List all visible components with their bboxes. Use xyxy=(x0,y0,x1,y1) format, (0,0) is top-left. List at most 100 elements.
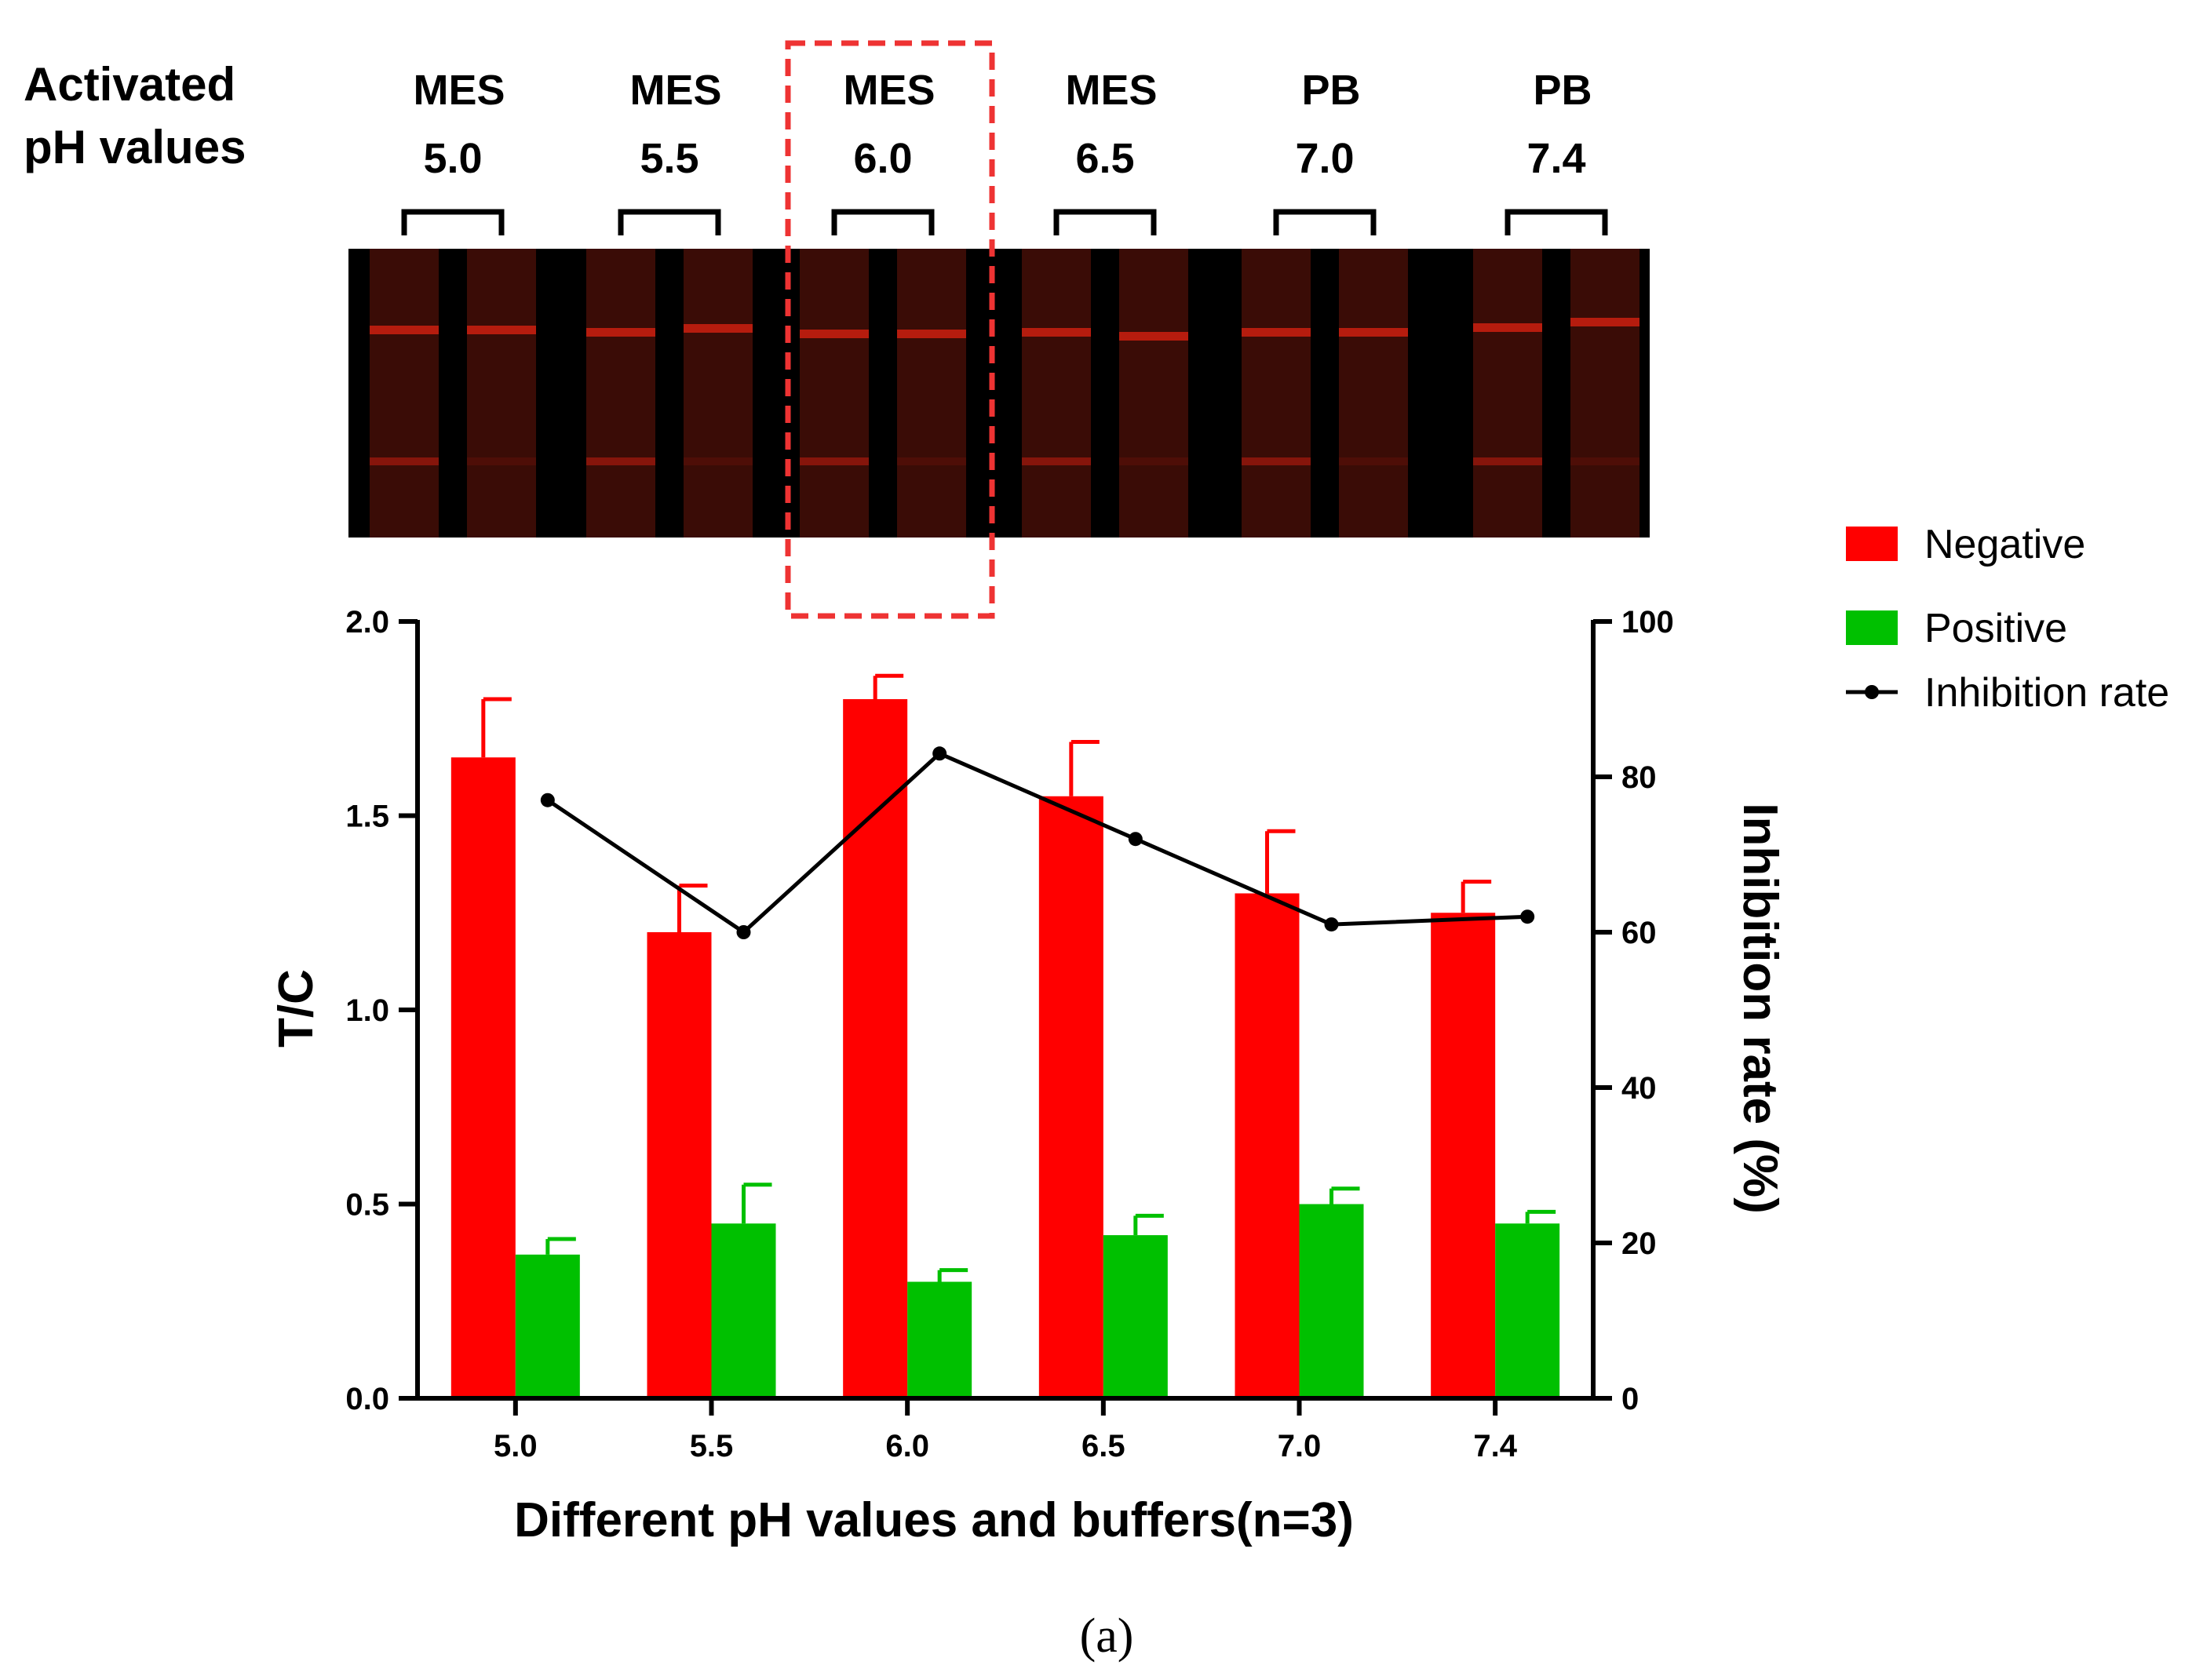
y2-tick-label: 100 xyxy=(1621,605,1674,640)
test-strip xyxy=(1473,249,1542,538)
test-strip xyxy=(586,249,655,538)
legend-swatch-positive xyxy=(1846,610,1898,645)
header-buffer-label: MES xyxy=(413,67,505,114)
x-tick-label: 5.5 xyxy=(690,1429,734,1463)
header-bracket xyxy=(1053,209,1157,235)
inhibition-rate-point xyxy=(932,746,947,761)
test-line xyxy=(1242,457,1311,465)
bar-negative xyxy=(1235,893,1300,1398)
test-strip xyxy=(800,249,869,538)
y2-tick-label: 60 xyxy=(1621,916,1657,950)
control-line xyxy=(897,330,966,338)
x-tick-label: 7.0 xyxy=(1278,1429,1322,1463)
x-tick-label: 5.0 xyxy=(494,1429,538,1463)
y2-tick-label: 40 xyxy=(1621,1071,1657,1106)
test-line xyxy=(370,457,439,465)
header-ph-label: 7.4 xyxy=(1526,135,1585,182)
test-strip xyxy=(1119,249,1188,538)
plot-area: 0.0 0.5 1.0 1.5 2.0 0 20 40 60 80 100 5.0 5.5 6.0 6.5 7… xyxy=(345,605,1673,1463)
test-line xyxy=(1473,457,1542,465)
header-buffer-label: PB xyxy=(1301,67,1360,114)
control-line xyxy=(1570,318,1639,326)
control-line xyxy=(1339,328,1408,337)
legend-label: Positive xyxy=(1924,606,2067,651)
test-line xyxy=(467,457,536,465)
control-line xyxy=(1473,323,1542,332)
control-line xyxy=(586,328,655,337)
test-strip xyxy=(1022,249,1091,538)
legend-label: Negative xyxy=(1924,522,2085,567)
test-line xyxy=(1570,457,1639,465)
header-bracket xyxy=(1273,209,1377,235)
control-line xyxy=(370,326,439,334)
inhibition-rate-line xyxy=(546,751,1528,935)
x-axis-title: Different pH values and buffers(n=3) xyxy=(514,1493,1354,1547)
inhibition-rate-point xyxy=(1520,909,1535,924)
bar-negative xyxy=(1431,913,1496,1398)
test-line xyxy=(684,457,753,465)
test-line xyxy=(800,457,869,465)
legend-swatch-marker xyxy=(1865,685,1879,699)
header-bracket xyxy=(618,209,721,235)
y2-tick-label: 0 xyxy=(1621,1382,1639,1416)
header-buffer-label: MES xyxy=(843,67,935,114)
test-line xyxy=(1119,457,1188,465)
highlight-box xyxy=(785,40,995,619)
bar-positive xyxy=(515,1254,580,1398)
header-buffer-label: MES xyxy=(629,67,721,114)
bar-negative xyxy=(647,932,712,1398)
bar-positive xyxy=(711,1223,776,1398)
y-tick-label: 2.0 xyxy=(345,605,389,640)
test-strip xyxy=(467,249,536,538)
test-strip xyxy=(1570,249,1639,538)
test-line xyxy=(586,457,655,465)
inhibition-rate-point xyxy=(1324,917,1339,932)
y-tick-label: 1.0 xyxy=(345,993,389,1028)
control-line xyxy=(1242,328,1311,337)
y-tick-label: 0.0 xyxy=(345,1382,389,1416)
control-line xyxy=(1119,332,1188,341)
header-bracket xyxy=(831,209,935,235)
y-tick-label: 1.5 xyxy=(345,800,389,834)
panel-label: (a) xyxy=(1080,1609,1134,1663)
header-ph-label: 7.0 xyxy=(1295,135,1354,182)
bar-negative xyxy=(843,699,908,1398)
header-ph-label: 5.5 xyxy=(640,135,698,182)
control-line xyxy=(800,330,869,338)
bar-negative xyxy=(1038,796,1103,1398)
legend-label: Inhibition rate xyxy=(1924,670,2169,716)
bar-negative xyxy=(450,757,516,1398)
test-strip xyxy=(684,249,753,538)
test-strip xyxy=(1339,249,1408,538)
x-tick-label: 6.5 xyxy=(1081,1429,1125,1463)
y-axis-title: T/C xyxy=(269,969,323,1048)
x-tick-label: 7.4 xyxy=(1473,1429,1517,1463)
inhibition-rate-point xyxy=(1128,832,1143,847)
bar-positive xyxy=(1299,1204,1364,1398)
test-strip xyxy=(897,249,966,538)
header-ph-label: 5.0 xyxy=(423,135,482,182)
test-strip xyxy=(370,249,439,538)
legend-swatch-negative xyxy=(1846,527,1898,561)
header-ph-label: 6.0 xyxy=(853,135,912,182)
header-bracket xyxy=(1505,209,1608,235)
row-title-line1: Activated xyxy=(24,58,235,111)
inhibition-rate-point xyxy=(540,793,555,807)
test-strip xyxy=(1242,249,1311,538)
test-strip-photo xyxy=(348,249,1650,538)
header-groups: MES 5.0 MES 5.5 MES 6.0 MES 6.5 PB 7.0 PB 7.4 xyxy=(401,67,1608,235)
bar-positive xyxy=(1495,1223,1560,1398)
bar-positive xyxy=(1103,1235,1168,1398)
y2-tick-label: 80 xyxy=(1621,760,1657,795)
x-tick-label: 6.0 xyxy=(885,1429,929,1463)
header-buffer-label: MES xyxy=(1065,67,1157,114)
control-line xyxy=(1022,328,1091,337)
legend: Negative Positive Inhibition rate xyxy=(1846,522,2169,716)
test-line xyxy=(1339,457,1408,465)
inhibition-rate-point xyxy=(736,925,751,939)
photo-background xyxy=(348,249,1650,538)
control-line xyxy=(684,324,753,333)
test-line xyxy=(897,457,966,465)
